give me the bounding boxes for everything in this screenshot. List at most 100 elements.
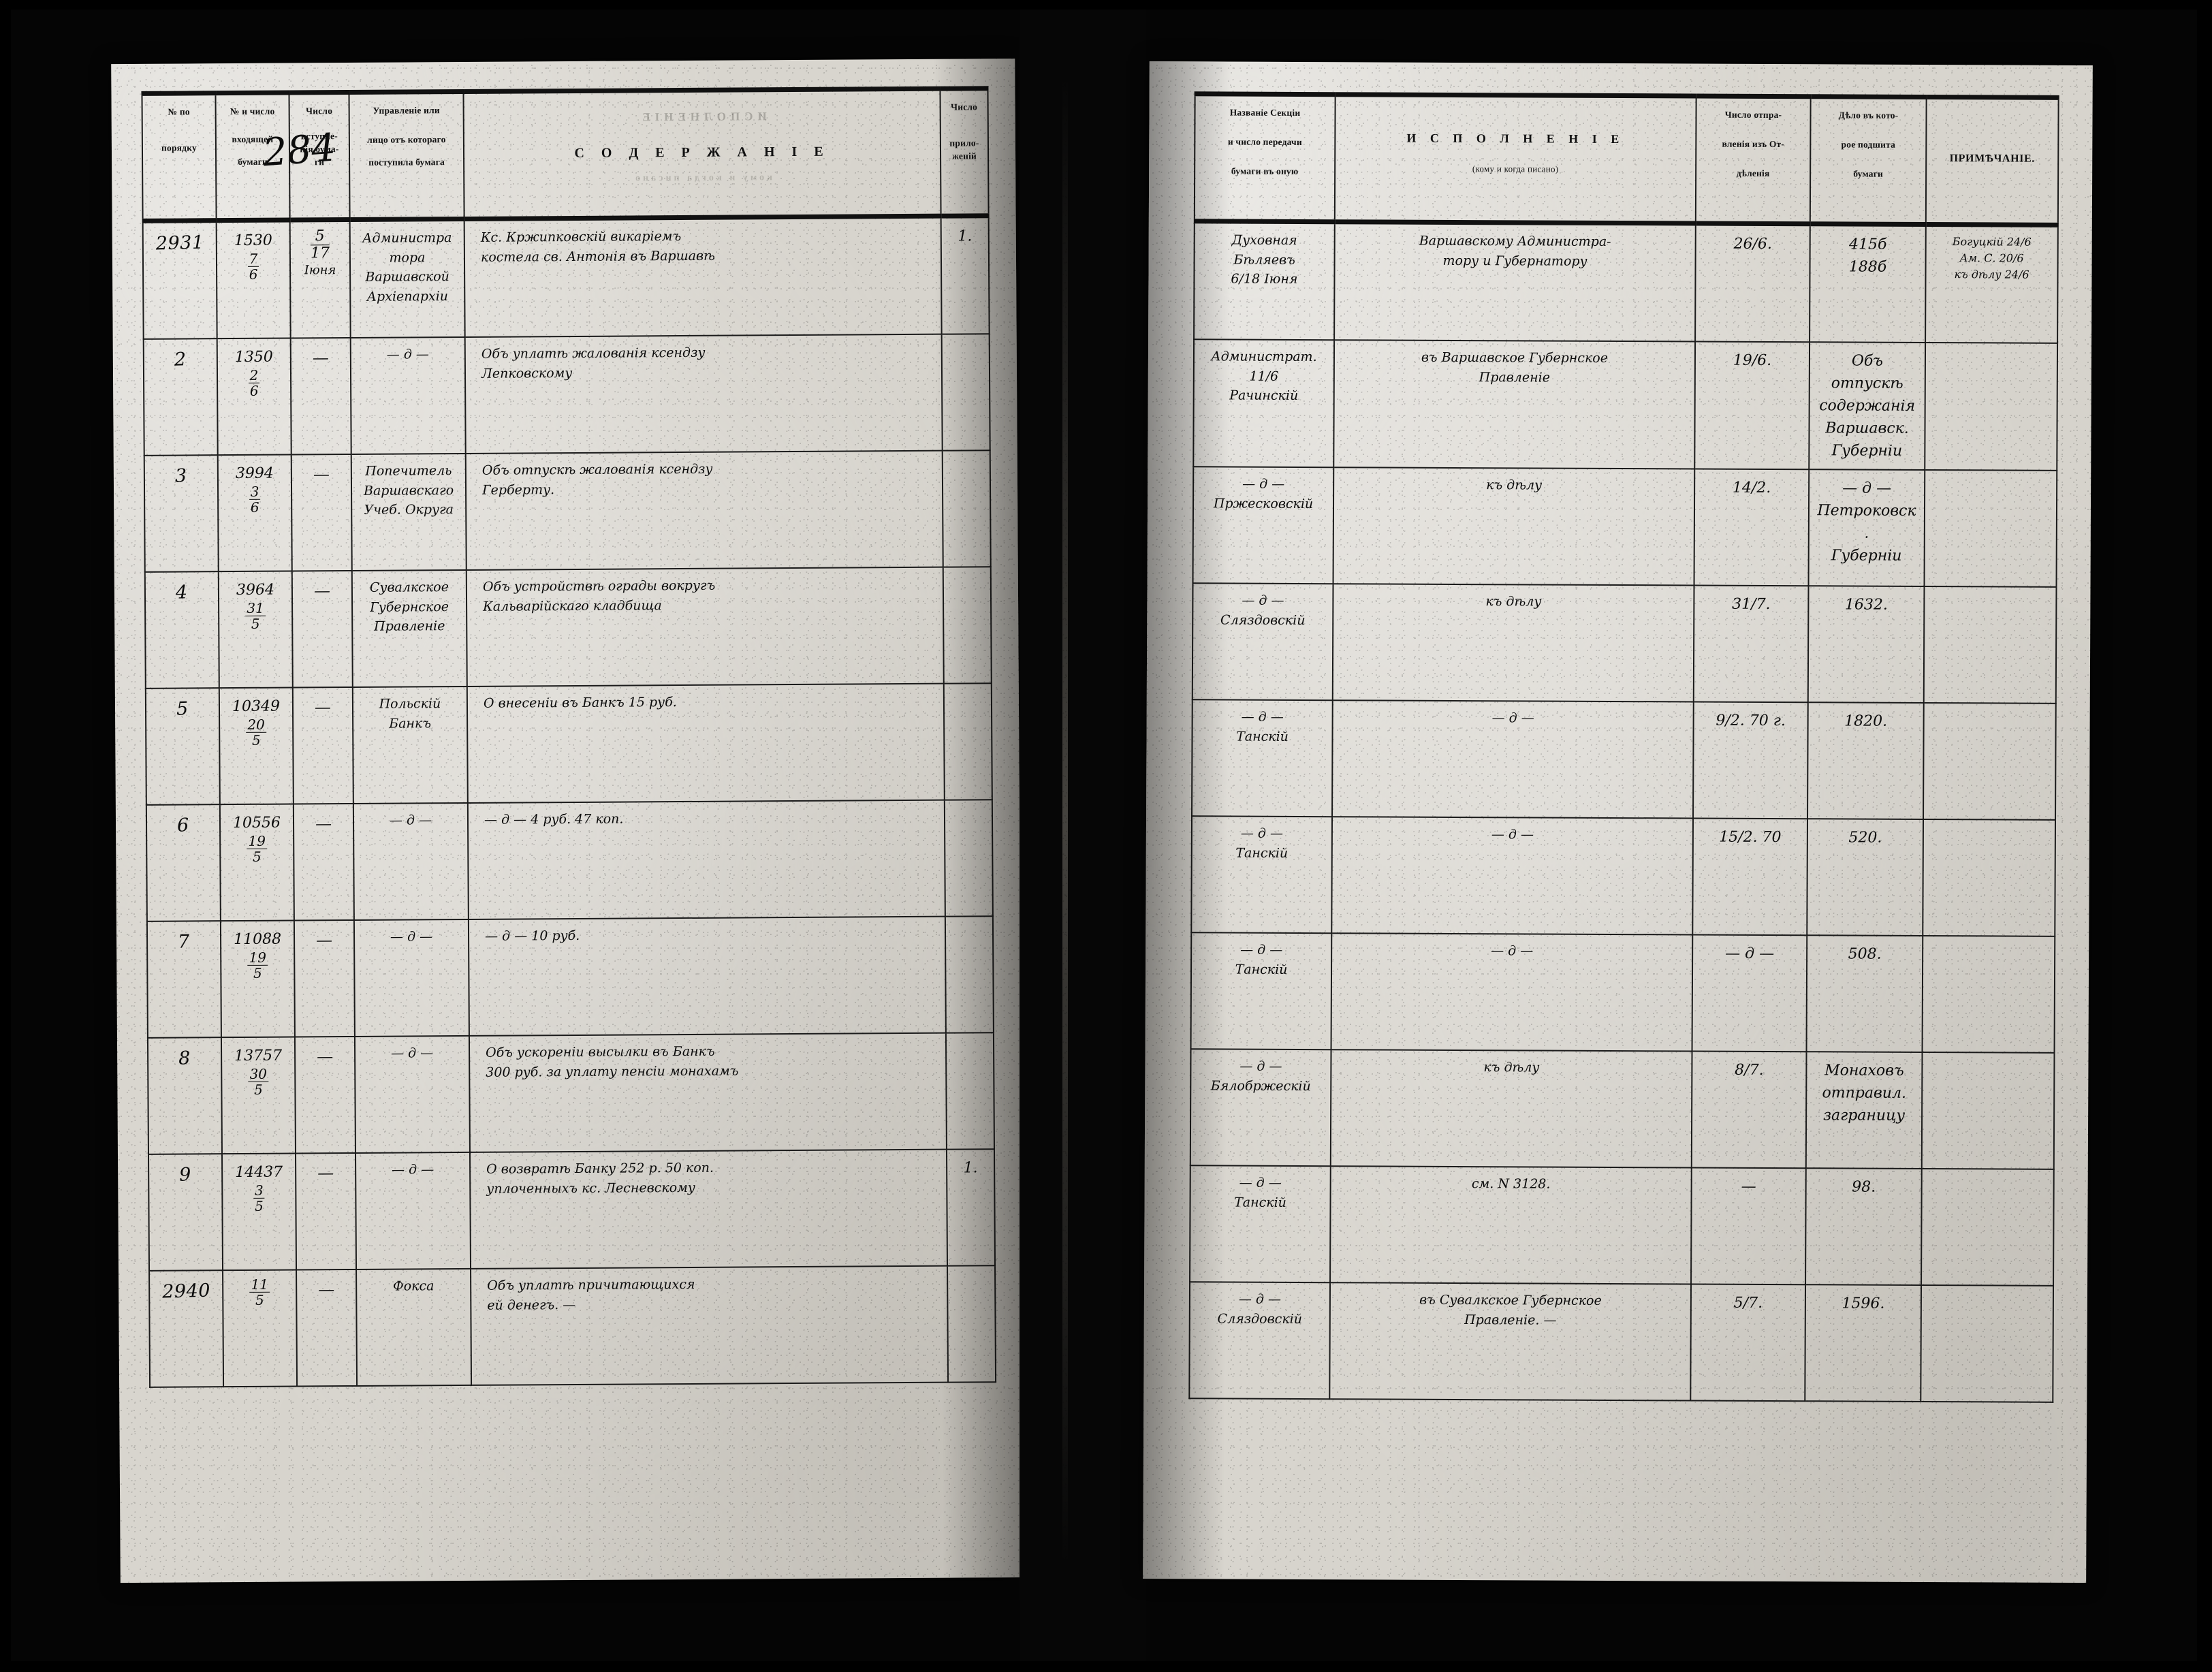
col-header-sent-date: Число отпра- вленія изъ От- дѣленія [1695,96,1811,224]
table-row: — д — Танскій — д — — д —508. [1190,932,2055,1053]
col-header-origin: Управленіе или лицо отъ котораго поступи… [349,91,464,220]
cell-content: — д — 4 руб. 47 коп. [467,800,945,919]
cell-order-no: 2 [143,338,218,456]
cell-section: — д — Танскій [1190,1165,1331,1283]
cell-section: — д — Бялобржескій [1190,1049,1331,1167]
cell-attachments [942,450,991,567]
cell-sent-date: 26/6. [1695,223,1810,343]
cell-order-no: 9 [148,1154,223,1271]
cell-sent-date: 15/2. 70 [1692,818,1808,936]
cell-incoming-no: 3964 31 5 [218,571,293,689]
cell-incoming-no: 1530 7 6 [216,220,291,339]
book-spine-gutter [1020,0,1146,1672]
table-row: 7 11088 19 5— — д — — д — 10 руб. [146,916,994,1038]
right-page-leaf: 285 Названіе Секціи и число передачи бум… [1143,61,2093,1583]
table-row: 8 13757 30 5— — д — Объ ускореніи высылки въ … [147,1032,994,1154]
cell-sent-date: 9/2. 70 г. [1693,701,1808,819]
cell-content: — д — 10 руб. [468,916,946,1036]
col-header-order-no: № по порядку [142,93,217,221]
cell-execution: къ дѣлу [1332,584,1694,702]
cell-remark [1921,1284,2054,1402]
table-row: — д — Танскій — д —15/2. 70 520. [1191,816,2056,936]
cell-remark [1921,1052,2055,1169]
cell-incoming-no: 11 5 [223,1269,298,1387]
cell-entry-date: — [292,687,353,804]
cell-case-file: 520. [1807,819,1924,936]
cell-origin: Сувалкское Губернское Правленіе [351,569,467,687]
table-row: — д — Бялобржескій къ дѣлу 8/7. Монаховъ отпр… [1190,1049,2055,1169]
table-row: Администрат. 11/6 Рачинскій въ Варшавское Г… [1193,339,2058,471]
cell-attachments [943,683,992,800]
left-header-row: № по порядку № и число входящей бумаги [142,88,989,221]
col-header-remark: ПРИМѢЧАНІЕ. [1925,97,2059,225]
cell-remark [1924,469,2057,587]
cell-content: Объ уплатѣ жалованія ксендзу Лепковскому [464,334,943,454]
right-header-row: Названіе Секціи и число передачи бумаги … [1194,93,2059,225]
cell-section: — д — Танскій [1192,699,1333,817]
cell-entry-date: — [291,570,353,688]
cell-attachments [944,800,993,917]
cell-execution: — д — [1331,933,1693,1052]
cell-case-file: 1596. [1805,1284,1922,1402]
table-row: — д — Сляздовскій въ Сувалкское Губернское… [1189,1282,2054,1402]
cell-content: О возвратѣ Банку 252 р. 50 коп. уплоченны… [469,1149,948,1269]
cell-content: Объ устройствѣ ограды вокругъ Кальварійск… [466,567,944,687]
cell-case-file: Монаховъ отправил. заграницу [1805,1052,1923,1169]
table-row: — д — Сляздовскій къ дѣлу 31/7. 1632. [1192,583,2057,704]
cell-execution: въ Сувалкское Губернское Правленіе. — [1329,1282,1692,1401]
cell-remark: Богуцкій 24/6 Ам. С. 20/6 къ дѣлу 24/6 [1925,224,2058,343]
cell-origin: Администратора Варшавской Архіепархіи [349,219,465,338]
cell-sent-date: 5/7. [1690,1284,1806,1402]
cell-order-no: 8 [147,1037,222,1154]
cell-entry-date: 5 17 Іюня [289,219,351,338]
cell-origin: — д — [353,802,469,920]
cell-order-no: 2931 [142,220,217,339]
cell-origin: — д — [355,1152,471,1269]
cell-sent-date: 8/7. [1691,1051,1807,1169]
table-row: 4 3964 31 5— Сувалкское Губернское Правленіе Об… [144,567,992,689]
cell-incoming-no: 1350 2 6 [217,338,291,456]
cell-origin: — д — [353,919,469,1037]
table-row: 2931 1530 7 6 5 17 Іюня Администратора Варшавско… [142,215,990,339]
cell-entry-date: — [294,1036,356,1154]
cell-order-no: 6 [146,804,221,921]
cell-entry-date: — [293,803,354,921]
show-through-ghost-subtext: кому и когда писано [632,172,772,184]
photo-border-top [0,0,2212,10]
col-header-incoming-no: № и число входящей бумаги [215,93,290,221]
left-page-leaf: 284 № по порядку № [111,59,1024,1583]
cell-sent-date: 14/2. [1694,469,1810,586]
cell-content: Объ уплатѣ причитающихся ей денегъ. — [471,1265,949,1385]
cell-attachments [947,1265,996,1383]
table-row: 5 10349 20 5— Польскій Банкъ О внесеніи въ Бан… [145,683,992,805]
cell-order-no: 5 [145,688,220,805]
photo-border-bottom [0,1661,2212,1672]
photo-border-right [2197,0,2212,1672]
cell-execution: Варшавскому Администра-тору и Губернатор… [1334,221,1696,342]
cell-origin: — д — [350,336,466,454]
cell-case-file: 1820. [1807,702,1924,819]
cell-content: Кс. Кржипковскій викаріемъ костела св. Ан… [464,216,942,337]
cell-section: — д — Сляздовскій [1189,1282,1331,1400]
cell-case-file: — д — Петроковск. Губерніи [1808,469,1925,586]
cell-attachments: 1. [941,215,990,334]
cell-remark [1925,342,2058,471]
cell-order-no: 4 [144,571,219,689]
cell-case-file: 1632. [1807,586,1925,703]
cell-entry-date: — [295,1152,357,1270]
table-row: 6 10556 19 5— — д — — д — 4 руб. 47 коп. [146,800,993,921]
cell-sent-date: — [1691,1167,1806,1285]
cell-incoming-no: 3994 3 6 [217,454,292,572]
table-row: 2 1350 2 6— — д — Объ уплатѣ жалованія ксендз… [143,334,990,456]
cell-entry-date: — [296,1269,358,1387]
cell-section: Духовная Бѣляевъ 6/18 Іюня [1194,221,1335,341]
col-header-entry-date: Число вступле- нія бума- ги [289,92,350,221]
cell-attachments [945,1032,994,1150]
cell-execution: къ дѣлу [1330,1050,1692,1168]
table-row: Духовная Бѣляевъ 6/18 Іюня Варшавскому Адми… [1194,221,2058,343]
table-row: — д — Танскій — д —9/2. 70 г. 1820. [1192,699,2056,820]
cell-execution: — д — [1331,817,1694,935]
cell-order-no: 7 [146,921,221,1038]
cell-execution: въ Варшавское Губернское Правленіе [1333,340,1696,469]
